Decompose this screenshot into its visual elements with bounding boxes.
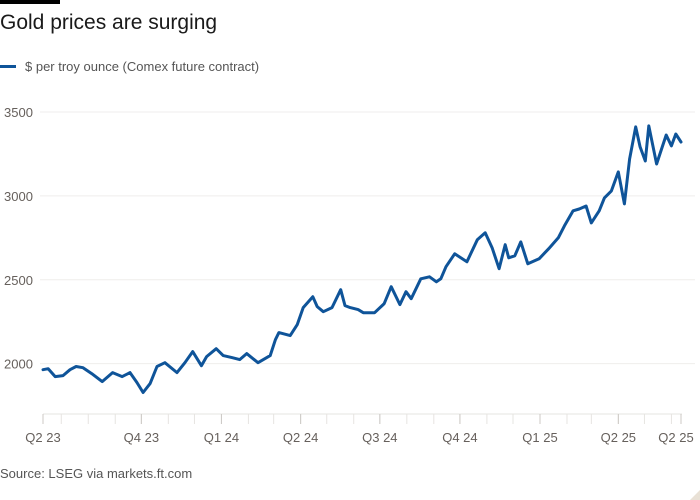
x-tick-label: Q1 24 <box>204 430 239 445</box>
series-line-gold-price <box>41 124 683 394</box>
x-tick-label: Q1 25 <box>522 430 557 445</box>
x-tick-label: Q2 24 <box>283 430 318 445</box>
x-tick-label: Q2 23 <box>25 430 60 445</box>
corner-decoration <box>690 490 700 500</box>
x-tick-label: Q3 24 <box>362 430 397 445</box>
legend: $ per troy ounce (Comex future contract) <box>0 59 259 74</box>
y-tick-label: 2000 <box>4 357 33 372</box>
y-tick-label: 2500 <box>4 273 33 288</box>
x-tick-label: Q4 23 <box>124 430 159 445</box>
x-tick-label: Q2 25 <box>601 430 636 445</box>
x-tick-label: Q2 25 <box>658 430 693 445</box>
y-tick-label: 3500 <box>4 105 33 120</box>
legend-label: $ per troy ounce (Comex future contract) <box>25 59 260 74</box>
source-note: Source: LSEG via markets.ft.com <box>0 466 193 481</box>
x-tick-label: Q4 24 <box>442 430 477 445</box>
brand-bar <box>0 0 60 4</box>
legend-swatch <box>0 65 16 68</box>
y-tick-label: 3000 <box>4 189 33 204</box>
chart-title: Gold prices are surging <box>0 11 218 34</box>
